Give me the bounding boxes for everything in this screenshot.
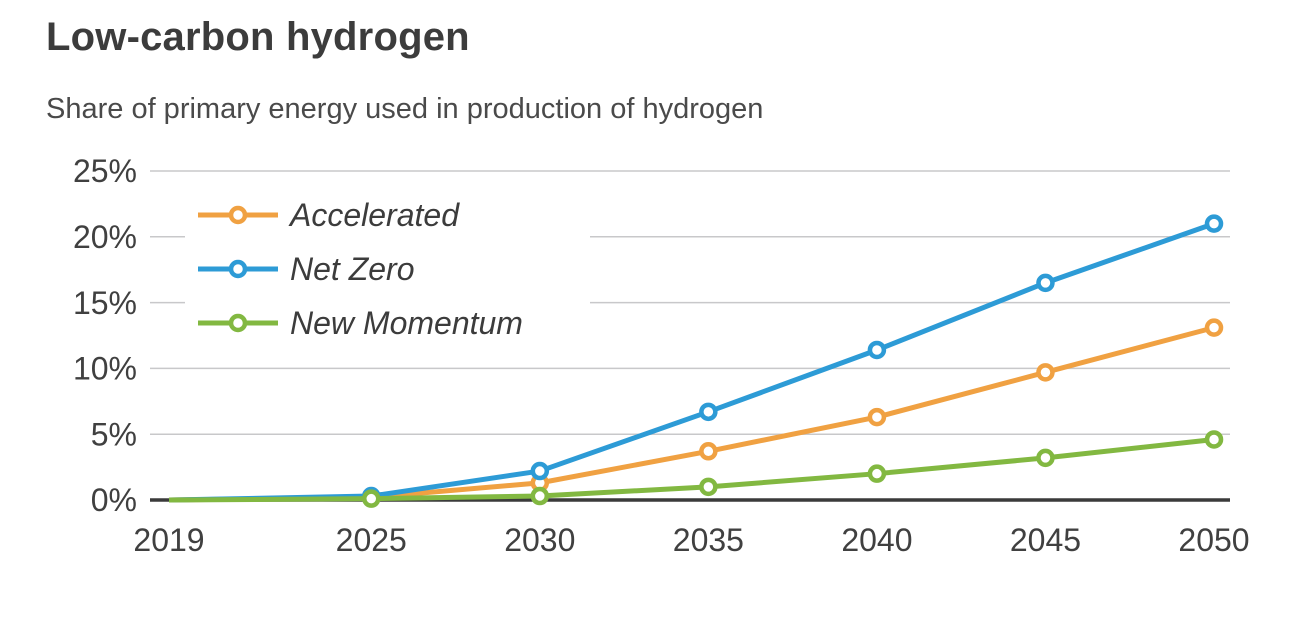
y-tick-label: 25%: [73, 153, 137, 189]
y-tick-label: 20%: [73, 219, 137, 255]
x-tick-label: 2030: [504, 522, 575, 558]
data-point-marker: [867, 340, 887, 360]
data-point-marker: [1036, 363, 1055, 382]
x-tick-label: 2045: [1010, 522, 1081, 558]
x-tick-label: 2050: [1178, 522, 1249, 558]
series-line-new-momentum: [168, 436, 1215, 503]
chart-legend: Accelerated Net Zero New Momentum: [185, 188, 590, 350]
data-point-marker: [362, 489, 381, 508]
data-point-marker: [1204, 214, 1224, 233]
x-tick-label: 2040: [841, 522, 912, 558]
legend-item-net-zero: Net Zero: [197, 242, 590, 296]
x-tick-label: 2019: [133, 522, 204, 558]
data-point-marker: [1204, 430, 1224, 449]
data-point-marker: [1036, 273, 1055, 293]
x-tick-label: 2035: [673, 522, 744, 558]
y-tick-label: 15%: [73, 285, 137, 321]
y-tick-label: 10%: [73, 351, 137, 387]
series-line-accelerated: [168, 325, 1215, 503]
legend-label-net-zero: Net Zero: [290, 250, 415, 287]
data-point-marker: [699, 477, 718, 497]
data-point-marker: [867, 464, 887, 483]
x-tick-label: 2025: [336, 522, 407, 558]
data-point-marker: [699, 442, 718, 461]
chart-subtitle: Share of primary energy used in producti…: [46, 93, 764, 125]
legend-label-accelerated: Accelerated: [290, 196, 459, 233]
chart-title: Low-carbon hydrogen: [46, 15, 470, 59]
legend-label-new-momentum: New Momentum: [290, 304, 523, 341]
data-point-marker: [867, 407, 887, 427]
data-point-marker: [699, 402, 718, 422]
data-point-marker: [530, 461, 550, 481]
data-point-marker: [1036, 448, 1055, 468]
y-tick-label: 5%: [91, 416, 137, 452]
legend-item-accelerated: Accelerated: [197, 188, 590, 242]
data-point-marker: [530, 486, 550, 506]
y-tick-label: 0%: [91, 482, 137, 518]
net-zero-line-marker-icon: [198, 259, 278, 279]
accelerated-line-marker-icon: [198, 205, 278, 225]
legend-item-new-momentum: New Momentum: [197, 296, 590, 350]
data-point-marker: [1204, 318, 1224, 337]
new-momentum-line-marker-icon: [198, 313, 278, 333]
